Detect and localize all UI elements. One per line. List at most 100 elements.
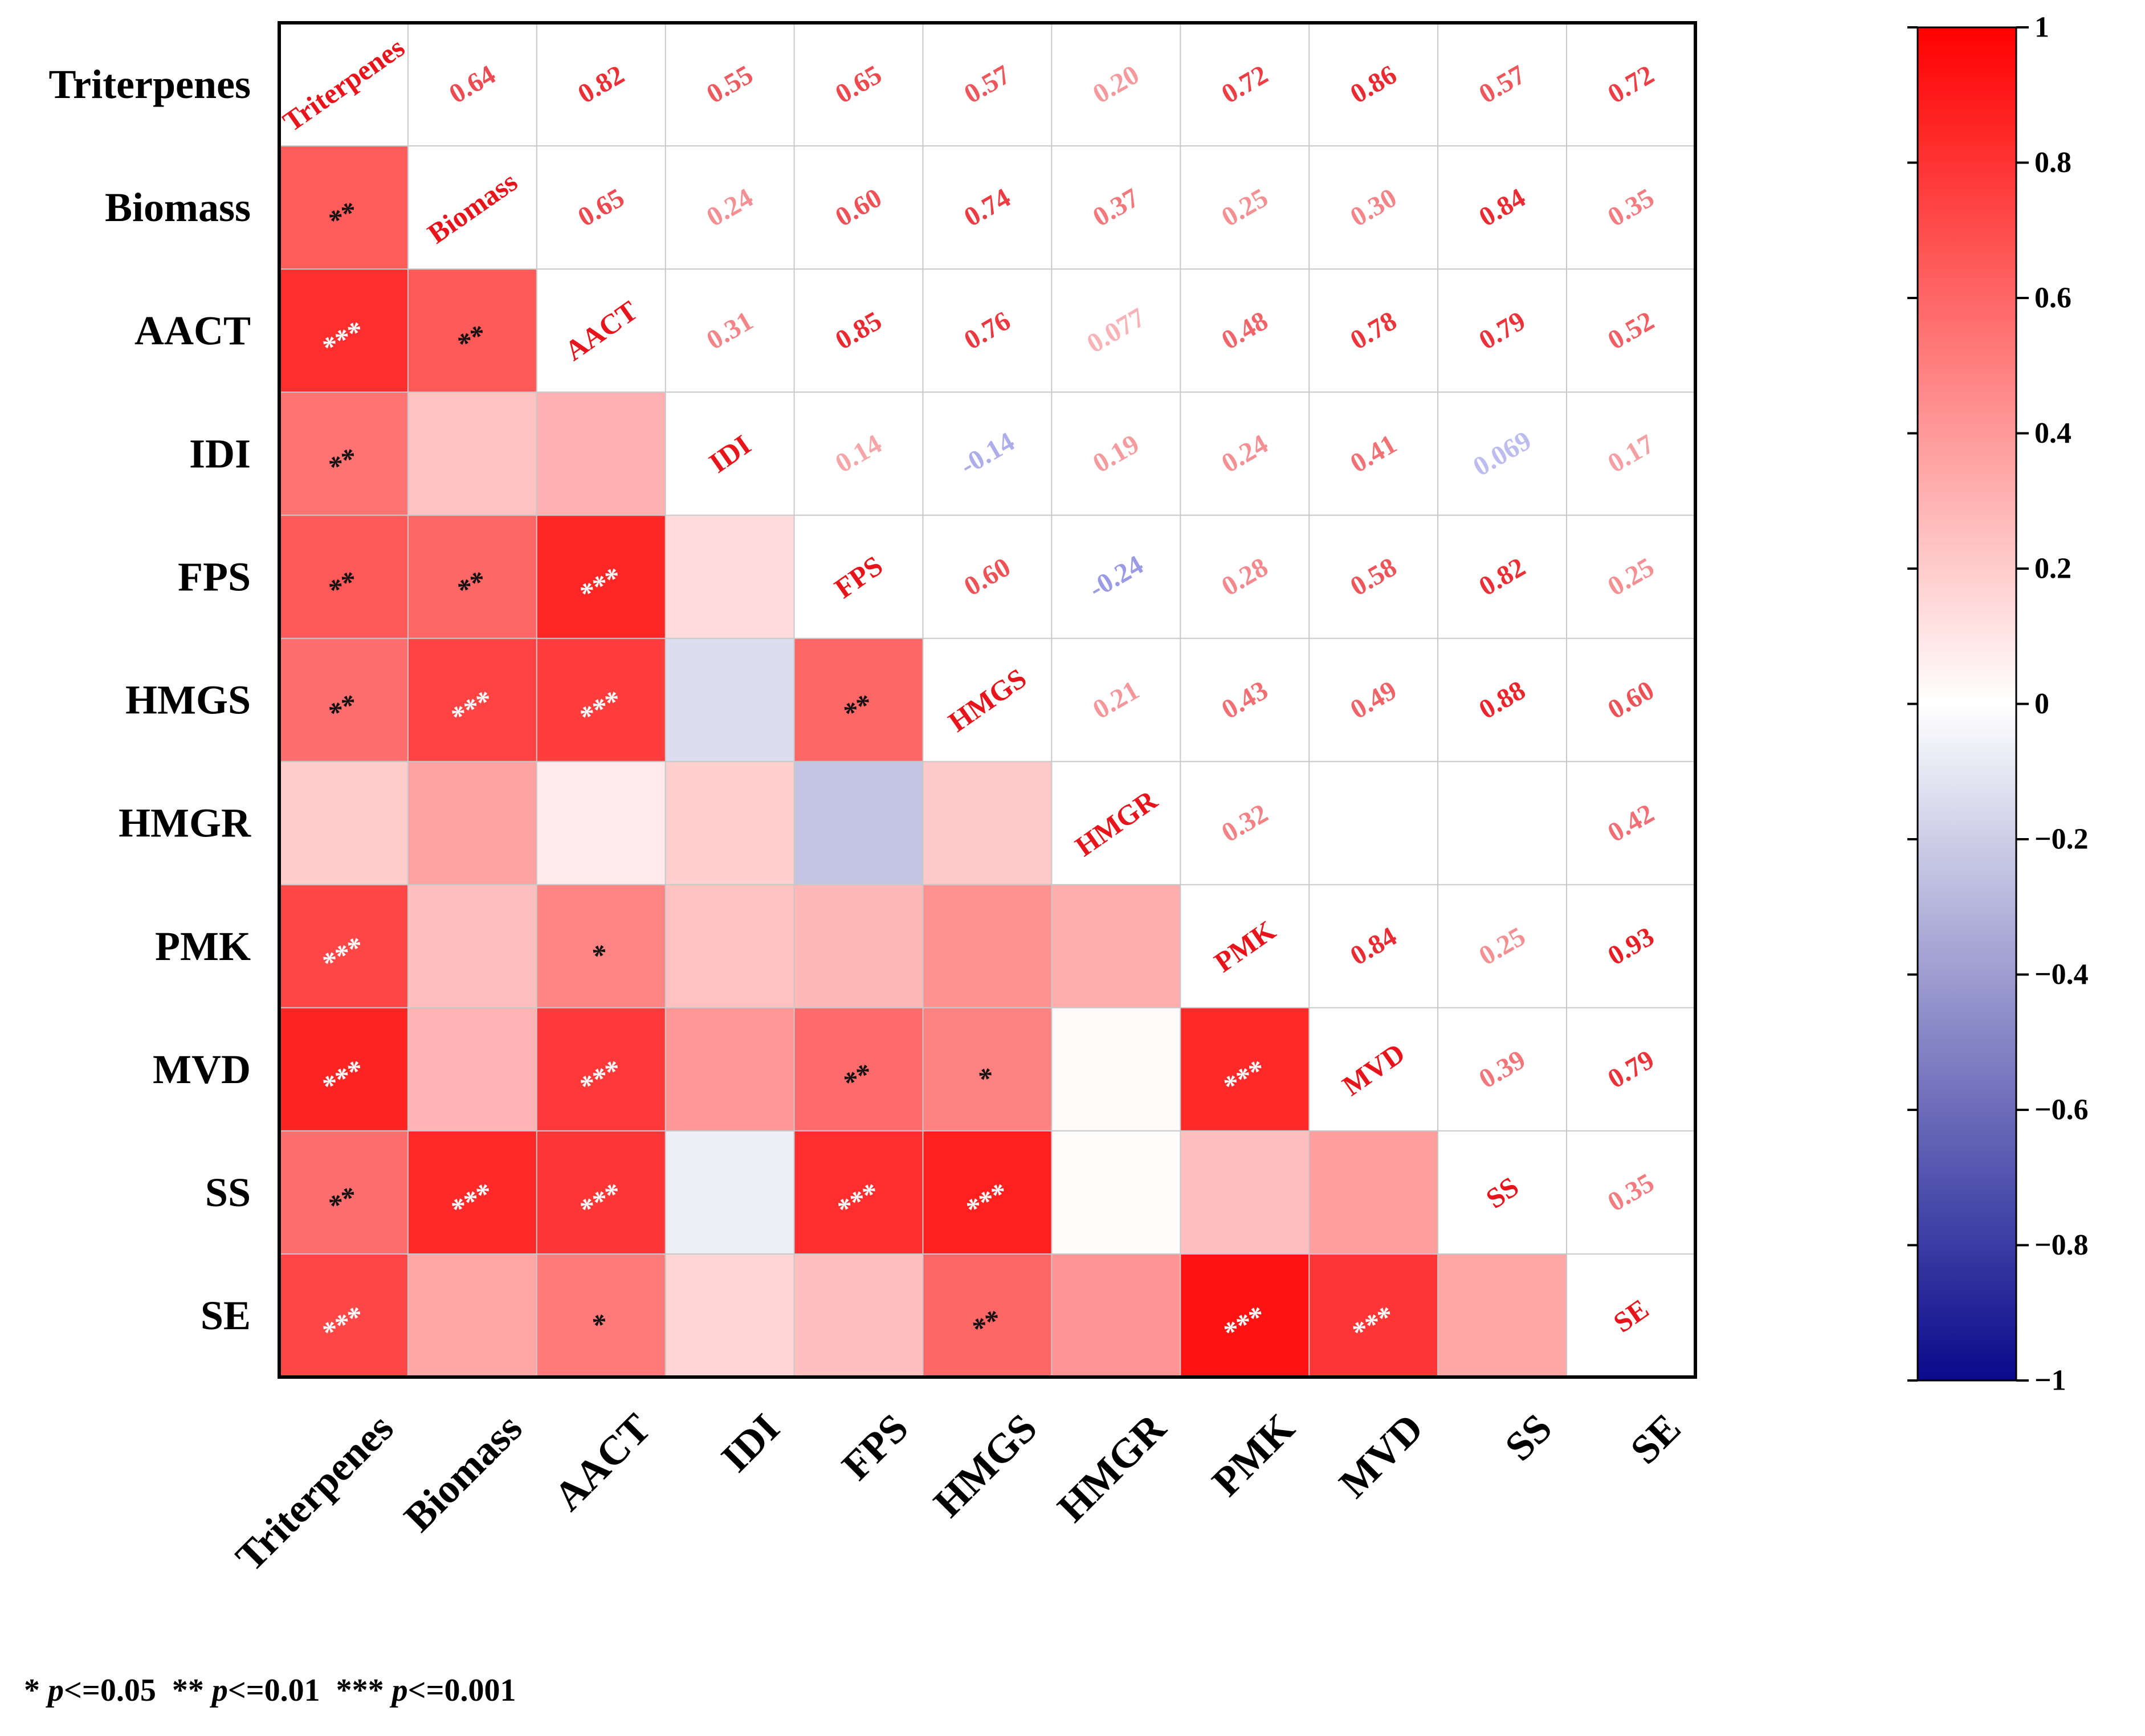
correlation-label: 0.58 [1345,552,1402,602]
column-label: Biomass [395,1405,531,1541]
heatmap-cell [794,884,923,1008]
correlation-label: 0.72 [1217,59,1273,109]
correlation-label: 0.35 [1602,1167,1659,1218]
correlation-label: 0.49 [1345,675,1402,725]
column-label: SE [1622,1405,1690,1473]
correlation-label: 0.65 [573,182,629,232]
colorbar-tick-label: −0.8 [2034,1229,2089,1261]
heatmap-cell [1309,1130,1438,1254]
correlation-label: 0.41 [1345,428,1402,479]
colorbar-tick-label: 0.6 [2034,282,2071,314]
correlation-label: 0.069 [1468,425,1536,482]
diagonal-label: PMK [1208,914,1281,978]
heatmap-cell [407,1007,537,1131]
legend-p-2: p [211,1673,228,1708]
heatmap-grid [279,23,1695,1378]
correlation-label: 0.86 [1345,59,1402,109]
colorbar-tick-label: 0.2 [2034,553,2071,585]
row-label: FPS [178,554,251,599]
heatmap-cell [279,515,408,639]
heatmap-cells [279,146,1567,1378]
heatmap-cell [407,1130,537,1254]
heatmap-cell [794,1007,923,1131]
colorbar-tick-label: 0.8 [2034,146,2071,179]
heatmap-cell [536,761,666,885]
heatmap-cell [536,884,666,1008]
colorbar-tick-label: −1 [2034,1365,2066,1397]
correlation-label: 0.79 [1602,1044,1659,1094]
correlation-label: 0.52 [1602,305,1659,356]
correlation-label: 0.55 [702,59,758,109]
heatmap-cell [1051,884,1181,1008]
diagonal-label: HMGR [1069,783,1163,863]
correlation-label: 0.25 [1602,552,1659,602]
correlation-label: 0.93 [1602,921,1659,971]
heatmap-cell [1051,1130,1181,1254]
heatmap-cell [1051,1254,1181,1378]
colorbar-tick-label: −0.2 [2034,823,2089,856]
column-label: SS [1496,1405,1560,1469]
heatmap-cell [1180,1007,1310,1131]
legend-part-3: <=0.01 *** [227,1673,392,1708]
correlation-label: 0.21 [1088,675,1144,725]
heatmap-cell [1438,1254,1567,1378]
heatmap-cell [923,1254,1052,1378]
correlation-label: 0.78 [1345,305,1402,356]
correlation-label: 0.88 [1474,675,1530,725]
column-label: HMGR [1049,1404,1175,1530]
correlation-label: 0.57 [1474,59,1530,109]
heatmap-cell [536,515,666,639]
row-label: SE [201,1293,251,1338]
correlation-label: 0.57 [959,59,1016,109]
row-label: Triterpenes [48,62,251,107]
row-label: IDI [189,431,251,476]
diagonal-label: IDI [703,428,757,479]
correlation-label: 0.37 [1088,182,1144,232]
correlation-label: 0.077 [1082,302,1150,359]
correlation-label: 0.74 [959,182,1016,232]
correlation-label: 0.48 [1217,305,1273,356]
heatmap-cell [407,515,537,639]
correlation-label: 0.64 [444,59,500,109]
heatmap-cell [923,761,1052,885]
significance-legend: * p<=0.05 ** p<=0.01 *** p<=0.001 [24,1672,516,1709]
column-label: MVD [1331,1405,1432,1506]
diagonal-label: AACT [559,295,643,367]
correlation-label: 0.42 [1602,798,1659,848]
heatmap-cell [279,146,408,269]
correlation-label: 0.82 [1474,552,1530,602]
colorbar: 1 0.8 0.6 0.4 0.2 0 −0.2 −0.4 −0.6 −0.8 −1 [1907,11,2089,1397]
heatmap-cell [794,1254,923,1378]
diagonal-label: MVD [1336,1037,1410,1102]
diagonal-label: Triterpenes [277,31,410,138]
heatmap-cell [407,1254,537,1378]
diagonal-label: SE [1608,1293,1654,1339]
plot-border [278,21,1697,1379]
correlation-label: -0.24 [1084,550,1148,604]
heatmap-cell [407,269,537,393]
column-label: PMK [1203,1405,1303,1505]
correlation-label: 0.35 [1602,182,1659,232]
heatmap-cell [279,392,408,516]
heatmap-cell [536,638,666,762]
correlation-label: 0.60 [959,552,1016,602]
correlation-label: 0.14 [830,428,887,479]
heatmap-cell [794,761,923,885]
heatmap-cell [1309,1254,1438,1378]
correlation-label: 0.43 [1217,675,1273,725]
correlation-label: 0.39 [1474,1044,1530,1094]
heatmap-cell [279,1130,408,1254]
heatmap-cell [665,1007,794,1131]
correlation-label: 0.32 [1217,798,1273,848]
heatmap-cell [923,884,1052,1008]
correlation-label: 0.65 [830,59,887,109]
heatmap-cell [407,392,537,516]
column-label: FPS [833,1405,917,1489]
row-label: MVD [153,1047,251,1092]
heatmap-cell [279,884,408,1008]
heatmap-cell [279,1254,408,1378]
correlation-label: 0.60 [1602,675,1659,725]
diagonal-label: SS [1480,1170,1524,1215]
legend-part-2: <=0.05 ** [64,1673,212,1708]
colorbar-tick-label: −0.6 [2034,1094,2089,1126]
